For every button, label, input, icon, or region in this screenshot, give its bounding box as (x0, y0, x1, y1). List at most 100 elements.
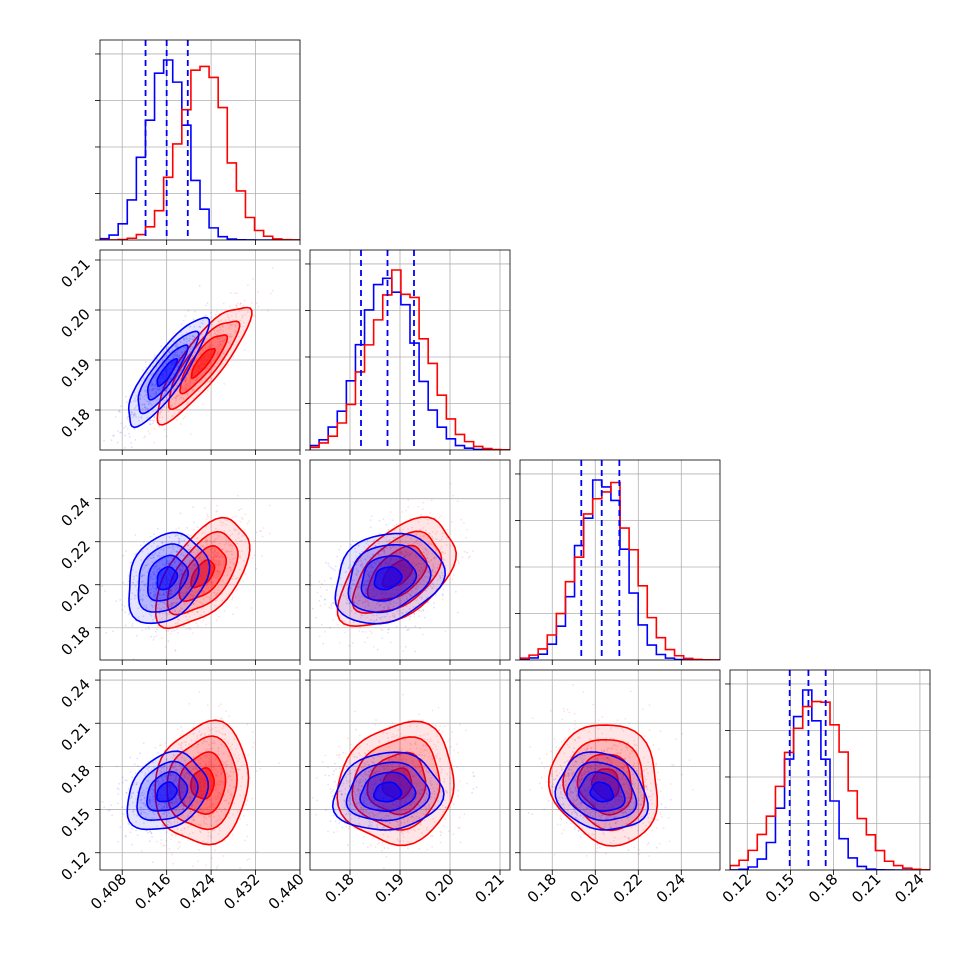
y-tick-label: 0.20 (57, 580, 93, 616)
x-tick-label: 0.24 (653, 870, 689, 906)
histogram-2 (520, 460, 720, 660)
density-2-0 (101, 494, 271, 660)
contour-1 (154, 516, 251, 630)
contour-1 (366, 544, 428, 601)
ticks-1-0 (95, 259, 301, 455)
x-tick-label: 0.22 (610, 870, 646, 906)
x-tick-label: 0.15 (762, 870, 798, 906)
y-tick-label: 0.21 (57, 255, 93, 291)
y-tick-label: 0.18 (57, 623, 93, 659)
x-tick-label: 0.440 (265, 870, 308, 913)
x-tick-label: 0.21 (471, 870, 507, 906)
contour-0 (372, 781, 403, 803)
density-2-1 (310, 482, 474, 653)
hist-series-1 (730, 700, 930, 870)
hist-series-0 (100, 59, 300, 240)
ticks-3-0 (95, 679, 301, 875)
ticks-2-2 (515, 473, 682, 665)
histogram-1 (310, 250, 510, 450)
density-fill-0 (156, 782, 178, 802)
hist-series-0 (310, 277, 510, 450)
y-tick-label: 0.21 (57, 718, 93, 754)
x-tick-label: 0.20 (421, 870, 457, 906)
ticks-3-3 (725, 683, 921, 875)
density-3-1 (311, 693, 478, 869)
contour-0 (334, 532, 447, 625)
contour-0 (127, 316, 211, 429)
contour-0 (345, 761, 431, 822)
x-tick-label: 0.18 (321, 870, 357, 906)
contour-0 (347, 544, 432, 614)
x-tick-label: 0.21 (848, 870, 884, 906)
contour-0 (137, 330, 200, 415)
panel-frame-2-1 (309, 459, 511, 661)
contour-0 (137, 543, 200, 613)
contour-1 (154, 719, 250, 846)
y-tick-label: 0.24 (57, 675, 93, 711)
x-tick-label: 0.12 (719, 870, 755, 906)
contour-1 (190, 347, 216, 379)
y-tick-label: 0.19 (57, 355, 93, 391)
hist-series-1 (310, 269, 510, 450)
contour-1 (547, 724, 659, 847)
contour-1 (190, 766, 216, 800)
contour-0 (360, 555, 418, 602)
ticks-3-2 (515, 679, 682, 875)
contour-0 (155, 781, 178, 803)
gridlines-3-1 (310, 670, 510, 870)
y-tick-label: 0.24 (57, 494, 93, 530)
hist-series-1 (100, 65, 300, 240)
y-tick-label: 0.18 (57, 762, 93, 798)
ticks-3-1 (305, 679, 501, 875)
panel-frame-2-0 (99, 459, 301, 661)
contour-0 (146, 770, 189, 812)
x-tick-label: 0.432 (220, 870, 263, 913)
gridlines-2-1 (310, 460, 510, 660)
x-tick-label: 0.424 (176, 870, 219, 913)
y-tick-label: 0.12 (57, 848, 93, 884)
contour-0 (554, 751, 649, 831)
gridlines-3-0 (100, 670, 301, 870)
contour-0 (128, 531, 211, 625)
x-tick-label: 0.20 (567, 870, 603, 906)
density-fill-0 (373, 782, 402, 802)
contour-1 (576, 753, 633, 816)
ticks-0-0 (95, 53, 301, 245)
histogram-3 (730, 670, 930, 870)
contour-0 (373, 566, 403, 591)
density-1-0 (103, 267, 274, 449)
contour-0 (589, 781, 615, 803)
contour-0 (136, 760, 199, 822)
x-tick-label: 0.24 (891, 870, 927, 906)
x-tick-label: 0.18 (524, 870, 560, 906)
x-tick-label: 0.416 (131, 870, 174, 913)
contour-0 (126, 750, 210, 831)
contour-0 (146, 554, 190, 602)
panel-frame-3-0 (99, 669, 301, 871)
density-3-0 (101, 691, 280, 870)
x-tick-label: 0.19 (371, 870, 407, 906)
histogram-0 (100, 40, 300, 240)
contour-0 (565, 761, 638, 822)
panel-frame-1-0 (99, 249, 301, 451)
density-3-2 (527, 683, 694, 857)
density-fill-0 (157, 358, 178, 387)
contour-0 (156, 565, 179, 591)
contour-0 (577, 771, 626, 812)
contour-1 (351, 736, 441, 831)
ticks-1-1 (305, 263, 501, 455)
contour-1 (351, 530, 443, 614)
contour-1 (179, 334, 229, 395)
panel-frame-3-2 (519, 669, 721, 871)
contour-0 (146, 344, 189, 401)
x-tick-label: 0.18 (805, 870, 841, 906)
contour-1 (366, 751, 427, 816)
contour-0 (331, 751, 445, 831)
panel-frame-3-1 (309, 669, 511, 871)
contour-1 (336, 516, 458, 628)
ticks-2-1 (305, 498, 501, 665)
x-tick-label: 0.408 (87, 870, 130, 913)
gridlines-1-1 (310, 250, 510, 450)
panel-frame-2-2 (519, 459, 721, 661)
